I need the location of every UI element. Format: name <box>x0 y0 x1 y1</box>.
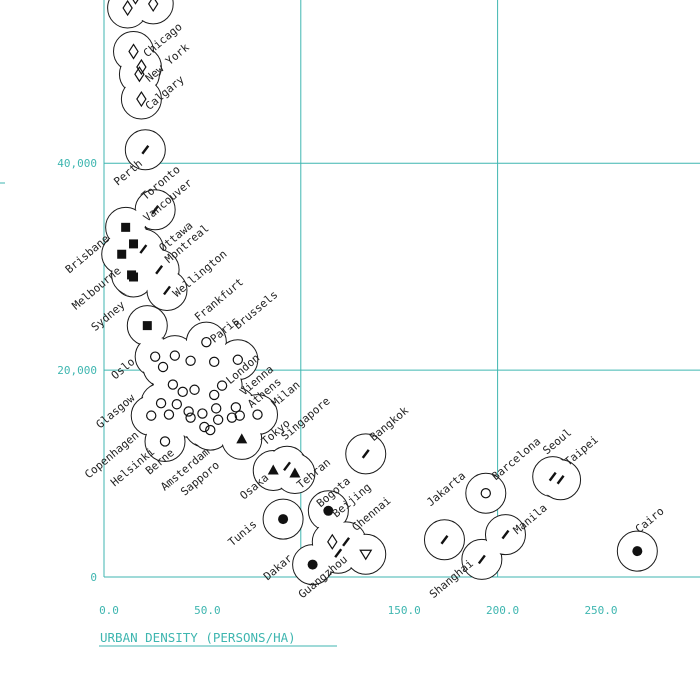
y-tick-label: 0 <box>90 571 97 584</box>
data-point-circle <box>205 424 216 436</box>
data-point-circle <box>189 384 200 395</box>
data-point-triangle <box>267 464 279 475</box>
data-point-dash <box>556 475 565 485</box>
city-label: Jakarta <box>424 469 468 509</box>
y-tick-label: 20,000 <box>57 364 97 377</box>
point-halo-fill <box>122 80 161 119</box>
data-point-circle <box>216 380 228 391</box>
data-point-circle <box>157 361 169 373</box>
tick-layer: 0.0 50.0 150.0 200.0 250.0 0 20,000 40,000 <box>57 157 617 617</box>
data-point-circle <box>177 386 188 398</box>
data-point-diamond <box>132 0 139 5</box>
data-point-square <box>121 222 131 232</box>
data-point-square <box>142 321 152 331</box>
city-label: Tunis <box>226 518 260 549</box>
x-tick-label: 0.0 <box>99 604 119 617</box>
data-point-circle <box>226 412 238 423</box>
data-point-dash <box>139 244 148 254</box>
data-point-dash <box>283 461 291 472</box>
data-point-circle <box>163 409 175 420</box>
y-tick-label: 40,000 <box>57 157 97 170</box>
data-point-diamond <box>327 533 338 550</box>
data-point-circle <box>197 408 208 419</box>
city-label: Bangkok <box>367 404 411 444</box>
data-point-triangle-down <box>359 549 373 561</box>
data-point-dash <box>501 529 510 540</box>
data-point-dash <box>151 205 160 215</box>
data-point-dash <box>440 535 449 545</box>
data-point-circle <box>199 421 210 433</box>
city-label: Singapore <box>279 394 333 442</box>
data-point-diamond <box>134 66 145 83</box>
data-point-dot <box>323 505 334 516</box>
data-point-dot <box>307 559 318 570</box>
data-point-circle <box>234 410 245 421</box>
data-point-circle <box>149 351 161 362</box>
city-label: Cairo <box>633 505 667 536</box>
mark-layer <box>117 0 643 570</box>
data-point-dot <box>278 514 289 525</box>
data-point-circle <box>185 355 196 366</box>
data-point-diamond <box>147 0 159 12</box>
data-point-triangle <box>236 433 248 444</box>
data-point-dash <box>342 537 351 547</box>
city-label: Brussels <box>231 288 280 332</box>
city-label: Perth <box>111 157 145 188</box>
data-point-square <box>117 249 127 259</box>
data-point-circle <box>146 410 157 421</box>
city-label: Sydney <box>89 298 128 334</box>
data-point-dash <box>548 471 557 482</box>
data-point-circle <box>159 436 171 447</box>
data-point-circle <box>171 399 183 410</box>
x-tick-label: 250.0 <box>584 604 617 617</box>
data-point-dash <box>163 285 171 296</box>
point-halo-fill <box>346 535 385 574</box>
data-point-circle <box>183 406 194 417</box>
data-point-circle <box>210 403 222 414</box>
data-point-circle <box>212 414 224 425</box>
x-tick-label: 200.0 <box>486 604 519 617</box>
data-point-dot <box>632 546 643 557</box>
data-point-circle <box>185 412 196 423</box>
x-tick-label: 150.0 <box>388 604 421 617</box>
data-point-circle <box>169 350 181 361</box>
data-point-dash <box>334 548 343 558</box>
data-point-circle <box>252 409 263 420</box>
data-point-square <box>127 270 137 280</box>
data-point-triangle <box>289 467 301 478</box>
city-label: Oslo <box>109 355 138 382</box>
data-point-diamond <box>136 58 147 76</box>
data-point-circle <box>201 336 212 348</box>
data-point-diamond <box>128 43 139 60</box>
data-point-dash <box>361 449 370 459</box>
data-point-circle <box>155 398 167 409</box>
data-point-circle <box>480 488 491 499</box>
data-point-circle <box>232 354 244 365</box>
city-label: Glasgow <box>94 391 138 431</box>
x-axis-title: URBAN DENSITY (PERSONS/HA) <box>100 630 296 645</box>
data-point-dash <box>477 554 486 565</box>
data-point-square <box>129 239 139 249</box>
data-point-circle <box>230 402 242 413</box>
city-label: Shanghai <box>427 557 476 601</box>
data-point-circle <box>209 356 220 368</box>
data-point-dash <box>141 145 150 155</box>
point-halo-fill <box>146 422 185 461</box>
x-tick-label: 50.0 <box>194 604 221 617</box>
data-point-diamond <box>136 90 147 108</box>
data-point-circle <box>167 379 179 390</box>
city-label: Dakar <box>261 552 295 583</box>
point-halo-fill <box>466 474 505 513</box>
data-point-diamond <box>122 0 133 17</box>
data-point-circle <box>209 389 220 401</box>
data-point-dash <box>155 265 164 275</box>
